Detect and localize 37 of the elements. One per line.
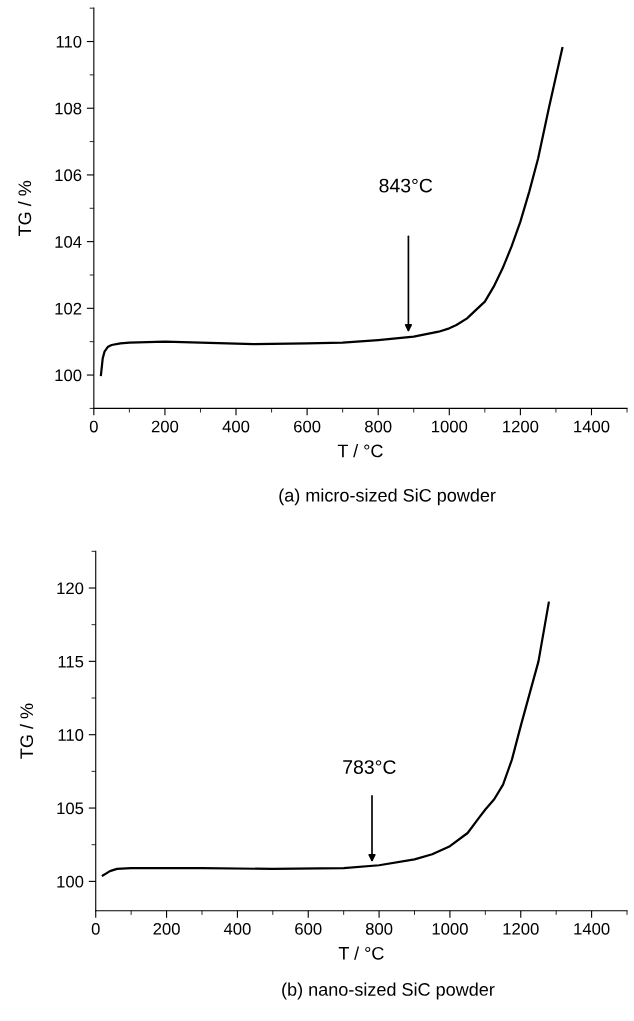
x-tick-label: 800 [365, 922, 393, 935]
y-tick-label: 104 [55, 236, 82, 248]
x-tick-label: 1000 [432, 420, 468, 433]
y-tick-label: 100 [57, 875, 84, 888]
y-axis-title: TG / % [17, 180, 32, 236]
y-tick-label: 120 [57, 582, 84, 595]
x-tick-label: 0 [89, 420, 98, 433]
x-tick-label: 200 [151, 420, 179, 433]
x-tick-label: 600 [295, 922, 322, 935]
line-series [101, 601, 550, 877]
y-tick-label: 110 [58, 729, 84, 741]
x-tick-label: 800 [365, 420, 392, 433]
x-axis-title: T / °C [337, 444, 383, 458]
y-tick-label: 115 [58, 655, 84, 668]
x-tick-label: 1400 [574, 420, 610, 433]
annotation: 843°C [379, 178, 433, 193]
x-tick-label: 0 [91, 922, 100, 935]
x-tick-label: 1400 [574, 922, 610, 935]
y-tick-label: 110 [56, 35, 82, 48]
y-tick-label: 102 [55, 302, 82, 315]
x-tick-label: 400 [222, 420, 250, 433]
x-tick-label: 1200 [503, 922, 539, 935]
y-tick-label: 108 [55, 102, 82, 115]
y-axis-title: TG / % [19, 703, 34, 759]
x-tick-label: 600 [294, 420, 321, 433]
x-axis-title: T / °C [338, 946, 384, 960]
x-tick-label: 200 [153, 922, 180, 935]
x-tick-label: 1000 [432, 922, 468, 935]
line-series [99, 47, 564, 377]
x-tick-label: 1200 [503, 420, 539, 433]
text: (a) micro-sized SiC powder [279, 488, 496, 506]
text: (b) nano-sized SiC powder [282, 982, 495, 1000]
y-tick-label: 105 [57, 802, 84, 815]
annotation: 783°C [343, 760, 396, 774]
y-tick-label: 106 [55, 169, 82, 182]
y-tick-label: 100 [55, 369, 82, 382]
x-tick-label: 400 [223, 922, 251, 935]
